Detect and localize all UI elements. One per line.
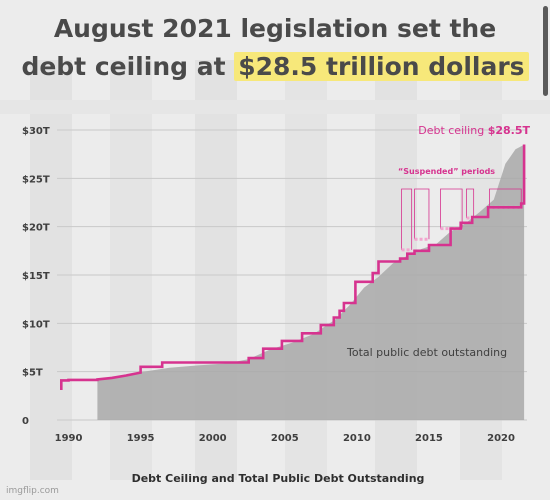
y-tick-label-25: $25T xyxy=(22,174,50,185)
y-tick-label-10: $10T xyxy=(22,319,50,330)
y-axis-ticks: 0 $5T $10T $15T $20T $25T $30T xyxy=(22,126,50,427)
debt-ceiling-line xyxy=(60,144,526,390)
ceiling-line-layer xyxy=(60,144,526,390)
scrollbar[interactable] xyxy=(543,6,548,96)
y-tick-label-20: $20T xyxy=(22,223,50,234)
debt-ceiling-value: $28.5T xyxy=(488,124,531,137)
x-tick-label-2000: 2000 xyxy=(199,433,227,444)
debt-outstanding-label: Total public debt outstanding xyxy=(346,346,507,359)
x-axis-title: Debt Ceiling and Total Public Debt Outst… xyxy=(132,472,425,485)
suspended-bracket-5 xyxy=(489,188,522,208)
headline-line-1: August 2021 legislation set the xyxy=(53,14,497,43)
suspended-bracket-4 xyxy=(466,188,475,218)
x-tick-label-2005: 2005 xyxy=(271,433,299,444)
y-tick-label-0: 0 xyxy=(22,416,29,427)
debt-ceiling-label-text: Debt ceiling xyxy=(418,124,487,137)
y-tick-label-30: $30T xyxy=(22,126,50,137)
debt-ceiling-label: Debt ceiling $28.5T xyxy=(418,124,530,137)
x-tick-label-2010: 2010 xyxy=(343,433,371,444)
headline-highlight: $28.5 trillion dollars xyxy=(234,52,529,81)
suspended-bracket-2 xyxy=(414,188,430,240)
x-axis-ticks: 1990 1995 2000 2005 2010 2015 2020 xyxy=(55,433,515,444)
x-tick-label-2015: 2015 xyxy=(415,433,443,444)
watermark: imgflip.com xyxy=(6,486,59,496)
y-tick-label-15: $15T xyxy=(22,271,50,282)
y-tick-label-5: $5T xyxy=(22,368,43,379)
x-tick-label-2020: 2020 xyxy=(487,433,515,444)
suspended-bracket-3 xyxy=(440,188,463,229)
headline-line-2-prefix: debt ceiling at xyxy=(21,52,235,81)
x-tick-label-1995: 1995 xyxy=(127,433,155,444)
suspended-bracket-1 xyxy=(401,188,413,250)
x-tick-label-1990: 1990 xyxy=(55,433,83,444)
debt-area-layer xyxy=(97,145,525,420)
headline: August 2021 legislation set the debt cei… xyxy=(0,10,550,86)
suspended-periods-label: “Suspended” periods xyxy=(398,167,495,176)
debt-outstanding-area xyxy=(97,145,525,420)
headline-line-2: debt ceiling at $28.5 trillion dollars xyxy=(0,48,550,86)
